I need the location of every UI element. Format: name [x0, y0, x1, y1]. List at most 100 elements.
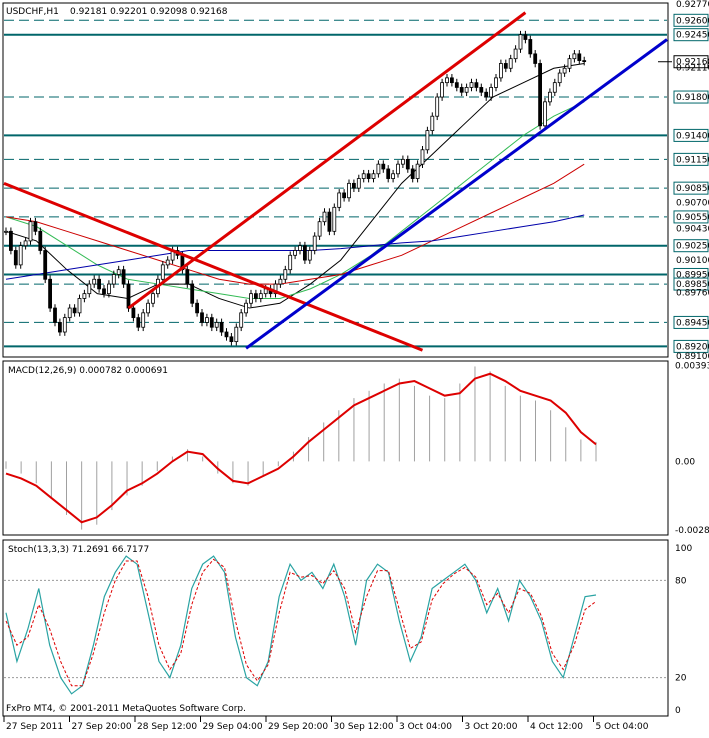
- bull-candle: [567, 58, 572, 69]
- bear-candle: [474, 82, 479, 88]
- bull-candle: [151, 293, 155, 304]
- price-label-box: [673, 152, 709, 166]
- bear-candle: [533, 53, 538, 64]
- bull-candle: [518, 34, 523, 50]
- bear-candle: [302, 245, 307, 261]
- bull-candle: [4, 230, 8, 233]
- price-panel-frame: [2, 2, 669, 358]
- bull-candle: [440, 82, 445, 98]
- bull-candle: [160, 264, 165, 280]
- bull-candle: [111, 274, 116, 285]
- bear-candle: [523, 34, 528, 40]
- price-axis-label: 0.89100: [676, 352, 709, 362]
- price-axis-label: 0.92168: [676, 58, 709, 68]
- price-label-box: [673, 239, 709, 253]
- bull-candle: [107, 283, 111, 295]
- bull-candle: [239, 312, 244, 328]
- macd-panel-frame: [2, 360, 669, 536]
- price-label-box: [673, 13, 709, 27]
- red-channel-descending-line: [3, 181, 424, 352]
- symbol-title: USDCHF,H1: [6, 7, 59, 17]
- bull-candle: [273, 283, 278, 295]
- bear-candle: [190, 283, 195, 304]
- stoch-title: Stoch(13,3,3) 71.2691 66.7177: [8, 545, 149, 555]
- bull-candle: [298, 245, 302, 251]
- bear-candle: [33, 221, 38, 232]
- bull-candle: [67, 307, 72, 319]
- bear-candle: [386, 168, 391, 179]
- bull-candle: [322, 211, 327, 223]
- bull-candle: [361, 173, 366, 179]
- bull-candle: [312, 235, 317, 251]
- bull-candle: [249, 293, 253, 304]
- macd-layer: [5, 366, 597, 530]
- stoch-axis-label: 80: [675, 576, 687, 586]
- bull-candle: [396, 163, 400, 175]
- bull-candle: [469, 82, 474, 88]
- bull-candle: [283, 269, 288, 280]
- bull-candle: [489, 87, 494, 98]
- bull-candle: [288, 254, 293, 271]
- bull-candle: [87, 283, 92, 295]
- bear-candle: [327, 211, 332, 232]
- bull-candle: [214, 322, 219, 328]
- bear-candle: [366, 173, 371, 179]
- blue-trend-line: [245, 38, 668, 350]
- bull-candle: [337, 192, 342, 208]
- time-axis-label: 5 Oct 04:00: [596, 722, 649, 732]
- bear-candle: [342, 192, 347, 199]
- bull-candle: [420, 149, 425, 165]
- bull-candle: [307, 250, 312, 261]
- bull-candle: [548, 91, 552, 103]
- bear-candle: [405, 158, 410, 170]
- price-label-box: [673, 277, 709, 291]
- bear-candle: [38, 230, 43, 251]
- bear-candle: [582, 60, 587, 62]
- bear-candle: [410, 168, 415, 179]
- bear-candle: [195, 302, 200, 314]
- bull-candle: [391, 173, 396, 179]
- bull-candle: [415, 163, 420, 179]
- bear-candle: [503, 63, 508, 69]
- price-label-box: [673, 128, 709, 142]
- price-label-box: [673, 339, 709, 353]
- bull-candle: [371, 173, 376, 179]
- bear-candle: [8, 230, 13, 251]
- bear-candle: [229, 336, 234, 343]
- price-label-box: [673, 315, 709, 329]
- bull-candle: [494, 77, 498, 88]
- time-axis-label: 29 Sep 20:00: [268, 722, 328, 732]
- bull-candle: [552, 82, 557, 93]
- price-label-box: [673, 210, 709, 224]
- bear-candle: [121, 269, 126, 285]
- bear-candle: [484, 91, 489, 98]
- bull-candle: [400, 158, 405, 165]
- time-axis-label: 27 Sep 2011: [6, 722, 63, 732]
- bear-candle: [43, 250, 48, 280]
- price-label-box: [673, 90, 709, 104]
- bear-candle: [577, 53, 582, 61]
- bull-candle: [572, 53, 577, 60]
- bear-candle: [131, 307, 136, 319]
- bull-candle: [376, 163, 381, 175]
- stoch-layer: [4, 555, 667, 695]
- bull-candle: [513, 48, 518, 60]
- bull-candle: [146, 302, 151, 314]
- bull-candle: [464, 87, 469, 93]
- bull-candle: [543, 101, 547, 127]
- bear-candle: [479, 87, 484, 93]
- stoch-panel-frame: [2, 539, 669, 717]
